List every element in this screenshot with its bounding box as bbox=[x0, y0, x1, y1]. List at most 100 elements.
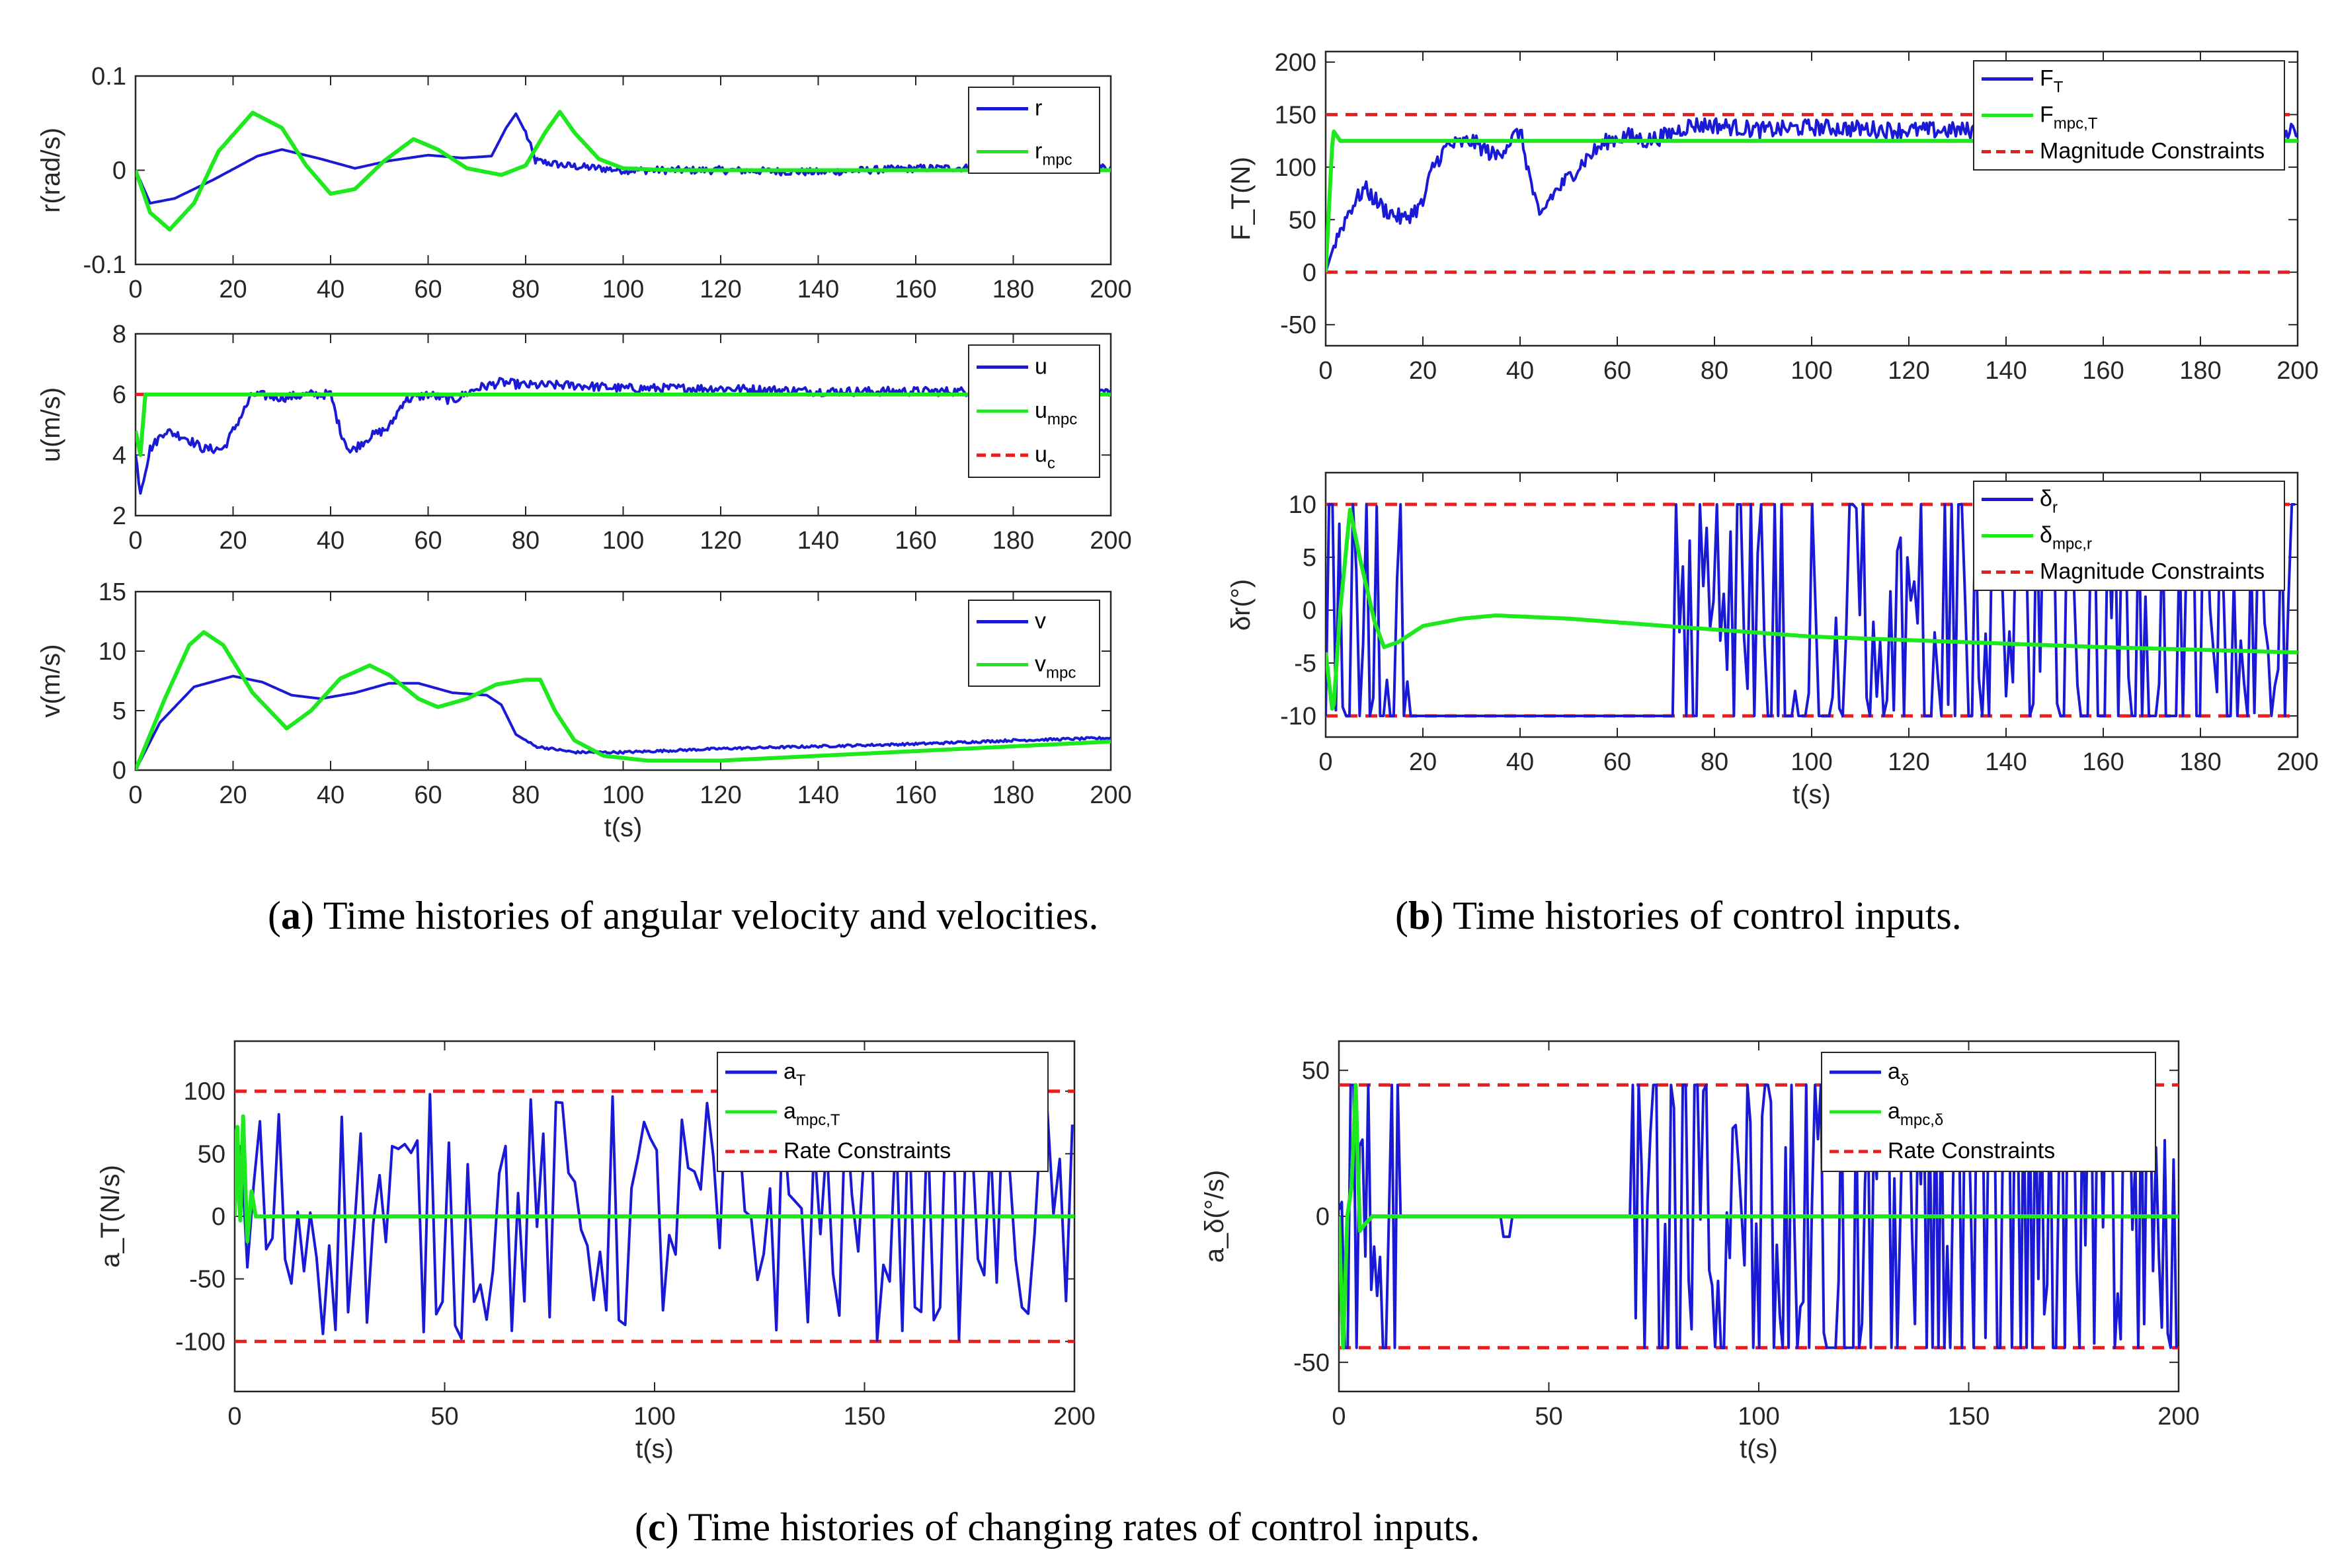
x-tick-label: 120 bbox=[700, 276, 741, 303]
x-tick-label: 0 bbox=[128, 781, 142, 809]
x-tick-label: 50 bbox=[1535, 1403, 1562, 1431]
legend-label: Magnitude Constraints bbox=[2040, 559, 2265, 584]
legend-label: v bbox=[1035, 609, 1046, 634]
x-tick-label: 60 bbox=[1603, 357, 1631, 385]
x-tick-label: 80 bbox=[512, 276, 540, 303]
x-tick-label: 100 bbox=[1738, 1403, 1779, 1431]
y-tick-label: 50 bbox=[198, 1140, 225, 1168]
series-mpc bbox=[1339, 1083, 2179, 1350]
chart-delta: 0 20 40 60 80 100 120 140 160 180 200 -10 -5 0 5 10 t(s)… bbox=[1227, 471, 2319, 809]
x-axis-label: t(s) bbox=[635, 1434, 674, 1464]
legend: r rmpc bbox=[968, 87, 1100, 174]
y-tick-label: 8 bbox=[112, 321, 126, 348]
x-tick-label: 40 bbox=[1506, 748, 1534, 776]
x-tick-label: 200 bbox=[2276, 748, 2318, 776]
series-mpc bbox=[235, 1114, 1074, 1243]
x-tick-label: 40 bbox=[1506, 357, 1534, 385]
y-tick-label: -50 bbox=[1280, 311, 1316, 339]
x-tick-label: 160 bbox=[895, 527, 936, 555]
y-tick-label: 0.1 bbox=[91, 63, 126, 91]
x-tick-label: 120 bbox=[700, 527, 741, 555]
plot-area bbox=[134, 590, 1112, 771]
legend-label: Rate Constraints bbox=[1888, 1138, 2055, 1163]
x-tick-label: 0 bbox=[1318, 357, 1332, 385]
legend: aT ampc,T Rate Constraints bbox=[717, 1052, 1049, 1172]
legend-box bbox=[968, 600, 1100, 687]
y-axis-label: δr(°) bbox=[1227, 579, 1256, 631]
y-tick-label: 0 bbox=[1316, 1203, 1330, 1231]
chart-u: 0 20 40 60 80 100 120 140 160 180 200 2 4 6 8 u(m/s) u um… bbox=[36, 321, 1132, 555]
x-tick-label: 200 bbox=[1090, 276, 1131, 303]
legend: v vmpc bbox=[968, 600, 1100, 687]
chart-FT: 0 20 40 60 80 100 120 140 160 180 200-500501001502… bbox=[1227, 49, 2319, 385]
y-axis-label: a_T(N/s) bbox=[96, 1165, 125, 1268]
y-tick-label: 10 bbox=[99, 638, 126, 666]
series-actual bbox=[136, 674, 1111, 770]
x-tick-label: 120 bbox=[1888, 748, 1929, 776]
x-tick-label: 200 bbox=[1090, 781, 1131, 809]
y-axis-label: u(m/s) bbox=[36, 387, 65, 462]
x-tick-label: 100 bbox=[602, 781, 644, 809]
x-tick-label: 100 bbox=[633, 1403, 675, 1431]
series-actual bbox=[1326, 503, 2296, 717]
x-tick-label: 200 bbox=[2276, 357, 2318, 385]
x-tick-label: 160 bbox=[2082, 357, 2124, 385]
caption-c-letter: c bbox=[648, 1505, 666, 1549]
y-axis-label: a_δ(°/s) bbox=[1200, 1170, 1229, 1263]
y-tick-label: 5 bbox=[112, 697, 126, 725]
legend-label: u bbox=[1035, 354, 1047, 379]
x-tick-label: 100 bbox=[602, 527, 644, 555]
x-tick-label: 0 bbox=[227, 1403, 241, 1431]
x-tick-label: 200 bbox=[1090, 527, 1131, 555]
y-tick-label: -10 bbox=[1280, 703, 1316, 730]
caption-b: (b) Time histories of control inputs. bbox=[1395, 894, 1962, 937]
y-tick-label: 200 bbox=[1275, 49, 1316, 77]
series-mpc bbox=[136, 392, 1111, 457]
legend-label: Rate Constraints bbox=[784, 1138, 951, 1163]
x-tick-label: 120 bbox=[700, 781, 741, 809]
x-axis-label: t(s) bbox=[1792, 780, 1831, 809]
x-tick-label: 100 bbox=[1791, 357, 1832, 385]
y-tick-label: 5 bbox=[1303, 544, 1316, 572]
series-mpc bbox=[136, 110, 1111, 232]
chart-adelta: 0 50 100 150 200-50050t(s)a_δ(°/s)aδampc,δRa… bbox=[1200, 1040, 2200, 1464]
y-tick-label: 10 bbox=[1289, 491, 1316, 519]
x-tick-label: 150 bbox=[844, 1403, 885, 1431]
caption-c-text: Time histories of changing rates of cont… bbox=[688, 1505, 1480, 1549]
legend-label: r bbox=[1035, 96, 1042, 121]
chart-aT: 0 50 100 150 200-100-50050100t(s)a_T(N/s)aTa… bbox=[96, 1040, 1096, 1464]
x-tick-label: 60 bbox=[414, 527, 442, 555]
x-tick-label: 180 bbox=[2179, 748, 2221, 776]
y-axis-label: F_T(N) bbox=[1227, 157, 1256, 241]
y-tick-label: 50 bbox=[1289, 206, 1316, 234]
y-tick-label: 50 bbox=[1302, 1057, 1330, 1085]
y-tick-label: -50 bbox=[1293, 1349, 1330, 1377]
legend-label: rmpc bbox=[1035, 139, 1072, 169]
x-tick-label: 180 bbox=[2179, 357, 2221, 385]
series-mpc bbox=[136, 630, 1111, 770]
x-tick-label: 40 bbox=[317, 527, 344, 555]
x-tick-label: 140 bbox=[797, 527, 839, 555]
x-tick-label: 180 bbox=[992, 781, 1034, 809]
y-tick-label: 100 bbox=[1275, 154, 1316, 182]
y-tick-label: 0 bbox=[212, 1203, 225, 1231]
plot-area bbox=[134, 333, 1112, 517]
x-tick-label: 80 bbox=[512, 527, 540, 555]
x-tick-label: 40 bbox=[317, 276, 344, 303]
legend-label: Magnitude Constraints bbox=[2040, 139, 2265, 164]
x-tick-label: 150 bbox=[1948, 1403, 1990, 1431]
x-tick-label: 60 bbox=[1603, 748, 1631, 776]
x-tick-label: 140 bbox=[1985, 748, 2027, 776]
x-tick-label: 100 bbox=[1791, 748, 1832, 776]
x-tick-label: 0 bbox=[1332, 1403, 1346, 1431]
caption-a-letter: a bbox=[281, 894, 301, 937]
x-tick-label: 140 bbox=[797, 781, 839, 809]
x-tick-label: 180 bbox=[992, 527, 1034, 555]
x-axis-label: t(s) bbox=[1740, 1434, 1778, 1464]
x-tick-label: 160 bbox=[895, 276, 936, 303]
legend-label: uc bbox=[1035, 442, 1055, 473]
x-tick-label: 80 bbox=[1701, 357, 1728, 385]
legend-label: aT bbox=[784, 1059, 806, 1089]
y-tick-label: 0 bbox=[112, 157, 126, 185]
